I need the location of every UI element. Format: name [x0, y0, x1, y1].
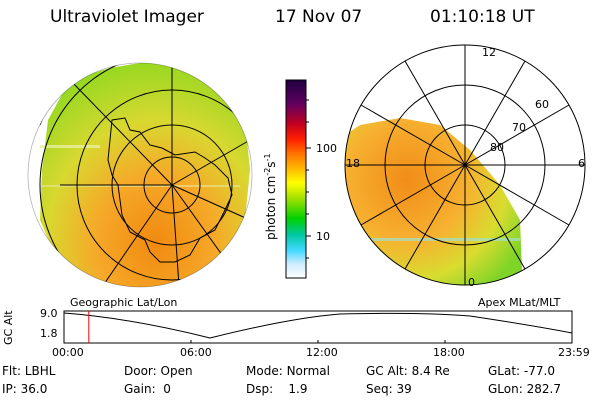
instrument-title: Ultraviolet Imager [50, 7, 204, 27]
magnetic-caption: Apex MLat/MLT [478, 296, 561, 309]
seq-status: Seq: 39 [366, 382, 412, 396]
glat-value: -77.0 [523, 364, 555, 378]
colorbar [285, 79, 311, 279]
colorbar-tick-10: 10 [316, 230, 330, 243]
gain-label: Gain: [124, 382, 156, 396]
glat-label: GLat: [488, 364, 521, 378]
timeline-xtick-1: 06:00 [180, 346, 212, 359]
door-label: Door: [124, 364, 157, 378]
ip-value: 36.0 [20, 382, 48, 396]
glon-value: 282.7 [526, 382, 561, 396]
mode-status: Mode: Normal [246, 364, 330, 378]
gain-status: Gain: 0 [124, 382, 171, 396]
flt-status: Flt: LBHL [2, 364, 55, 378]
uv-aurora-image-right [345, 118, 522, 285]
mlt-label-left: 18 [346, 157, 360, 170]
coastline-outline [107, 117, 233, 263]
mlat-ring-80: 80 [490, 141, 504, 154]
door-value: Open [160, 364, 193, 378]
mlat-ring-70: 70 [512, 121, 526, 134]
magnetic-polar-panel [344, 44, 586, 286]
uv-aurora-image-left [40, 63, 250, 287]
unit-s: s [264, 161, 278, 168]
mode-label: Mode: [246, 364, 283, 378]
glon-status: GLon: 282.7 [488, 382, 561, 396]
unit-exp1: -2 [263, 167, 272, 176]
glon-label: GLon: [488, 382, 523, 396]
gcalt-label: GC Alt: [366, 364, 408, 378]
unit-photon-cm: photon cm [264, 175, 278, 240]
timeline-ylabel: GC Alt [2, 310, 15, 345]
ip-status: IP: 36.0 [2, 382, 47, 396]
door-status: Door: Open [124, 364, 193, 378]
mlt-label-bottom: 0 [468, 276, 475, 289]
colorbar-unit-label: photon cm-2s-1 [263, 153, 278, 240]
altitude-curve [63, 312, 573, 339]
dsp-status: Dsp: 1.9 [246, 382, 308, 396]
mlt-label-right: 6 [578, 157, 585, 170]
flt-label: Flt: [2, 364, 21, 378]
dsp-label: Dsp: [246, 382, 274, 396]
time-label: 01:10:18 UT [430, 7, 535, 27]
mlt-label-top: 12 [482, 46, 496, 59]
ip-label: IP: [2, 382, 17, 396]
unit-exp2: -1 [263, 153, 272, 162]
flt-value: LBHL [24, 364, 56, 378]
mode-value: Normal [286, 364, 330, 378]
timeline-xtick-0: 00:00 [52, 346, 84, 359]
dsp-value: 1.9 [288, 382, 308, 396]
colorbar-tick-100: 100 [316, 142, 337, 155]
gcalt-value: 8.4 Re [411, 364, 450, 378]
seq-value: 39 [396, 382, 412, 396]
timeline-xtick-2: 12:00 [306, 346, 338, 359]
mlat-ring-60: 60 [535, 98, 549, 111]
seq-label: Seq: [366, 382, 393, 396]
gcalt-status: GC Alt: 8.4 Re [366, 364, 450, 378]
glat-status: GLat: -77.0 [488, 364, 555, 378]
timeline-plot [63, 310, 573, 344]
timeline-ytick-high: 9.0 [40, 307, 58, 320]
date-label: 17 Nov 07 [275, 7, 363, 27]
gain-value: 0 [163, 382, 171, 396]
timeline-xtick-4: 23:59 [558, 346, 590, 359]
geographic-caption: Geographic Lat/Lon [70, 296, 178, 309]
timeline-ytick-low: 1.8 [40, 327, 58, 340]
geographic-image-panel [27, 62, 253, 288]
timeline-xtick-3: 18:00 [433, 346, 465, 359]
